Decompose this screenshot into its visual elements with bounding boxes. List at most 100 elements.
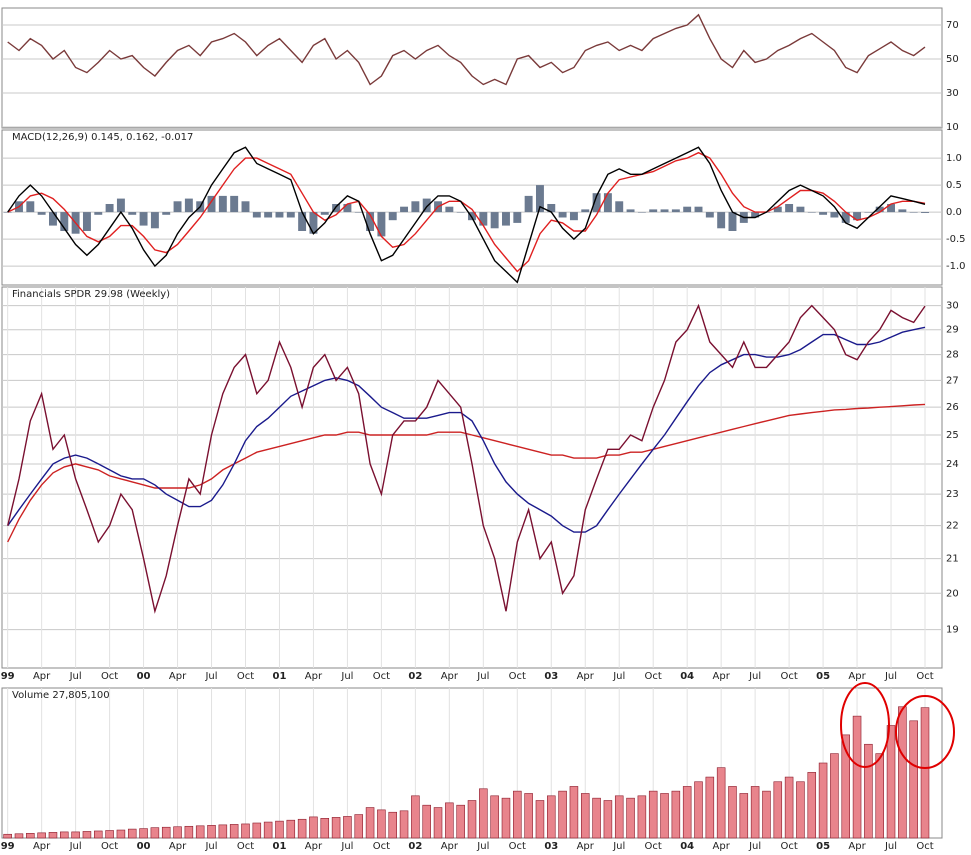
panel-title: MACD(12,26,9) 0.145, 0.162, -0.017 bbox=[12, 132, 193, 143]
bar bbox=[547, 795, 556, 839]
bar bbox=[377, 212, 386, 237]
bar bbox=[297, 818, 307, 839]
x-tick-label: Jul bbox=[340, 841, 353, 852]
bar bbox=[411, 795, 420, 839]
bar bbox=[468, 212, 476, 221]
bar bbox=[3, 212, 12, 213]
x-tick-label: Oct bbox=[780, 841, 797, 852]
y-tick-label: 22 bbox=[946, 521, 959, 532]
bar bbox=[26, 833, 35, 839]
bar bbox=[400, 206, 409, 213]
bar bbox=[388, 212, 397, 221]
bar bbox=[547, 203, 556, 213]
y-tick-label: 29 bbox=[946, 325, 959, 336]
bar bbox=[785, 203, 794, 213]
plots: 10 30 50 70 -1.0 -0.5 0.0 0.5 1.0 MACD(12,26,9) 0… bbox=[1, 7, 966, 852]
x-tick-label: Apr bbox=[848, 841, 866, 852]
bar bbox=[230, 195, 239, 213]
bar bbox=[366, 212, 375, 231]
bar bbox=[501, 797, 511, 839]
bar bbox=[524, 195, 533, 213]
x-tick-label: Oct bbox=[237, 671, 254, 682]
bar bbox=[841, 212, 850, 223]
y-tick-label: 30 bbox=[946, 301, 959, 312]
x-tick-label: Oct bbox=[916, 841, 933, 852]
bar bbox=[139, 828, 148, 839]
x-tick-label: Oct bbox=[780, 671, 797, 682]
bar bbox=[592, 193, 601, 213]
bar bbox=[513, 790, 522, 839]
x-tick-label: Jul bbox=[748, 841, 761, 852]
bar bbox=[343, 816, 352, 839]
y-tick-label: 30 bbox=[946, 88, 959, 99]
bar bbox=[773, 781, 783, 839]
bar bbox=[773, 206, 782, 213]
bar bbox=[535, 185, 544, 213]
x-tick-label: 01 bbox=[273, 841, 287, 852]
bar bbox=[388, 811, 397, 839]
line bbox=[7, 146, 926, 284]
bar bbox=[445, 802, 454, 839]
y-tick-label: 23 bbox=[946, 489, 959, 500]
bar bbox=[173, 826, 182, 839]
x-tick-label: Oct bbox=[373, 841, 390, 852]
bar bbox=[818, 762, 828, 839]
bar bbox=[3, 833, 12, 839]
bar bbox=[207, 825, 216, 839]
bar bbox=[479, 788, 488, 839]
bar bbox=[875, 206, 884, 213]
x-tick-label: Jul bbox=[612, 671, 625, 682]
y-tick-label: 50 bbox=[946, 54, 959, 65]
bar bbox=[716, 767, 726, 839]
bar bbox=[886, 725, 896, 839]
bar bbox=[750, 786, 760, 839]
bar bbox=[580, 793, 590, 839]
bar bbox=[127, 828, 137, 839]
x-tick-label: Oct bbox=[645, 671, 662, 682]
line bbox=[7, 326, 926, 533]
x-tick-label: Apr bbox=[305, 841, 323, 852]
bar bbox=[875, 753, 884, 839]
x-tick-label: Apr bbox=[577, 671, 595, 682]
bar bbox=[445, 206, 454, 213]
x-tick-label: Oct bbox=[237, 841, 254, 852]
x-tick-label: Jul bbox=[612, 841, 625, 852]
y-tick-label: 1.0 bbox=[946, 153, 962, 164]
bar bbox=[286, 212, 295, 218]
bar bbox=[116, 829, 126, 839]
bar bbox=[796, 206, 805, 213]
bar bbox=[286, 819, 296, 839]
bar bbox=[864, 212, 873, 213]
bar bbox=[909, 720, 918, 839]
bar bbox=[807, 212, 816, 213]
bar bbox=[241, 823, 250, 839]
x-tick-label: Apr bbox=[713, 841, 731, 852]
x-tick-label: Oct bbox=[916, 671, 933, 682]
bar bbox=[320, 818, 330, 839]
y-tick-label: 21 bbox=[946, 554, 959, 565]
bar bbox=[796, 781, 805, 839]
bar bbox=[671, 790, 681, 839]
bar bbox=[898, 209, 907, 213]
bar bbox=[853, 212, 862, 221]
bar bbox=[218, 824, 228, 839]
bar bbox=[49, 212, 57, 226]
bar bbox=[581, 209, 590, 213]
x-tick-label: 01 bbox=[273, 671, 287, 682]
x-tick-label: Apr bbox=[441, 841, 459, 852]
y-tick-label: -1.0 bbox=[946, 261, 966, 272]
y-tick-label: -0.5 bbox=[946, 234, 966, 245]
x-tick-label: 99 bbox=[1, 671, 15, 682]
x-tick-label: Apr bbox=[848, 671, 866, 682]
bar bbox=[830, 212, 839, 218]
x-tick-label: Jul bbox=[69, 671, 82, 682]
bar bbox=[603, 193, 612, 213]
bar bbox=[309, 212, 318, 234]
x-tick-label: Jul bbox=[476, 841, 489, 852]
bar bbox=[48, 832, 58, 839]
bar bbox=[195, 825, 205, 839]
bar bbox=[921, 212, 929, 214]
bar bbox=[909, 212, 918, 213]
bar bbox=[648, 790, 658, 839]
